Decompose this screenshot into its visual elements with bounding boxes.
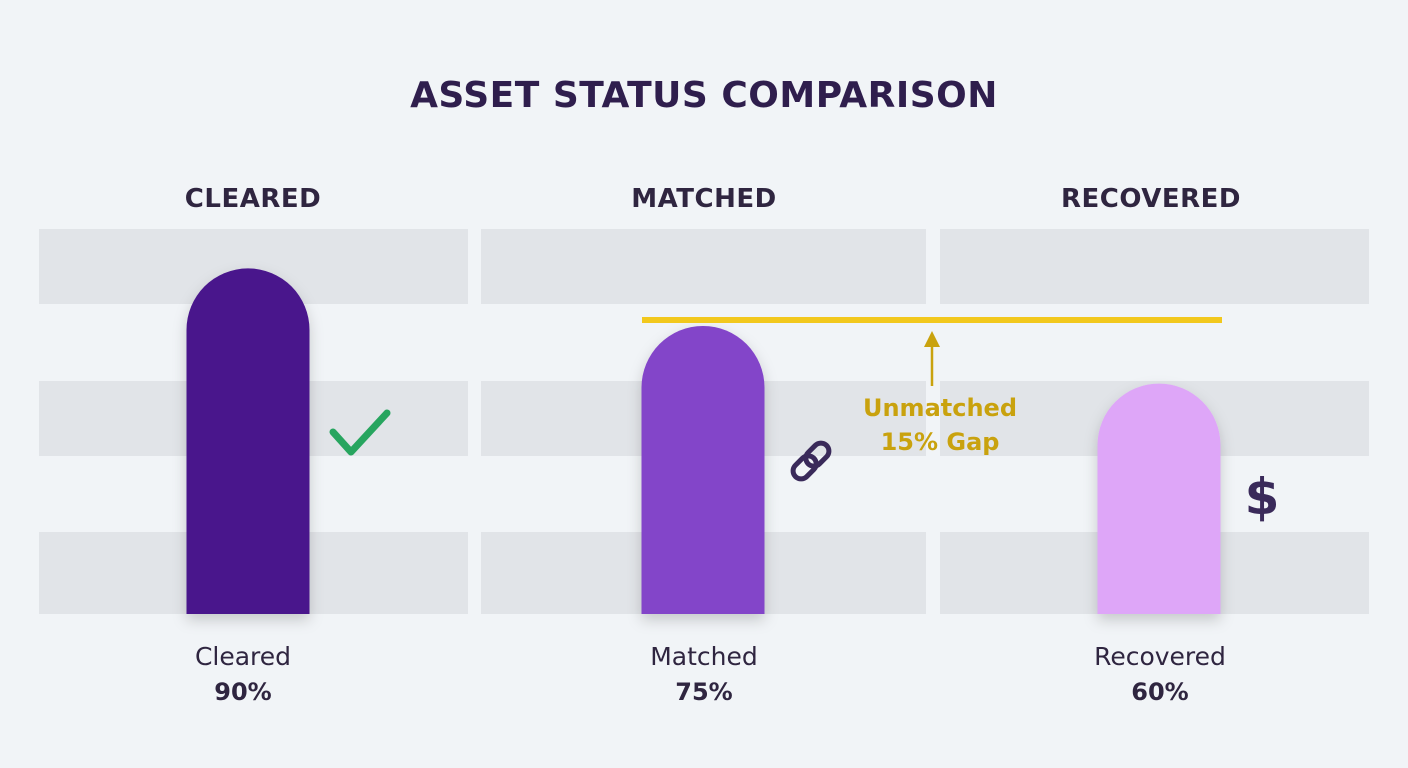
category-label-recovered: Recovered <box>1094 642 1226 671</box>
column-header-recovered: RECOVERED <box>1061 184 1241 214</box>
link-icon <box>790 440 832 482</box>
value-label-recovered: 60% <box>1131 678 1188 706</box>
arrow-up-icon <box>924 331 940 347</box>
category-label-cleared: Cleared <box>195 642 291 671</box>
dollar-icon: $ <box>1245 468 1280 526</box>
band-recovered-0 <box>940 229 1369 304</box>
bars <box>186 268 1221 614</box>
gap-label-line1: Unmatched <box>863 394 1017 422</box>
check-icon <box>329 409 391 456</box>
bar-matched <box>641 325 765 614</box>
value-labels: 90% 75% 60% <box>214 678 1188 706</box>
column-header-cleared: CLEARED <box>185 184 321 214</box>
status-icons: $ <box>329 409 1280 526</box>
band-matched-0 <box>481 229 926 304</box>
column-headers: CLEARED MATCHED RECOVERED <box>185 184 1241 214</box>
bar-recovered <box>1097 383 1221 614</box>
chart-title: ASSET STATUS COMPARISON <box>410 75 998 116</box>
gap-annotation: Unmatched 15% Gap <box>863 331 1017 456</box>
column-header-matched: MATCHED <box>631 184 776 214</box>
category-labels: Cleared Matched Recovered <box>195 642 1226 671</box>
value-label-cleared: 90% <box>214 678 271 706</box>
bar-cleared <box>186 268 310 614</box>
gap-label-line2: 15% Gap <box>881 428 1000 456</box>
value-label-matched: 75% <box>675 678 732 706</box>
category-label-matched: Matched <box>650 642 758 671</box>
